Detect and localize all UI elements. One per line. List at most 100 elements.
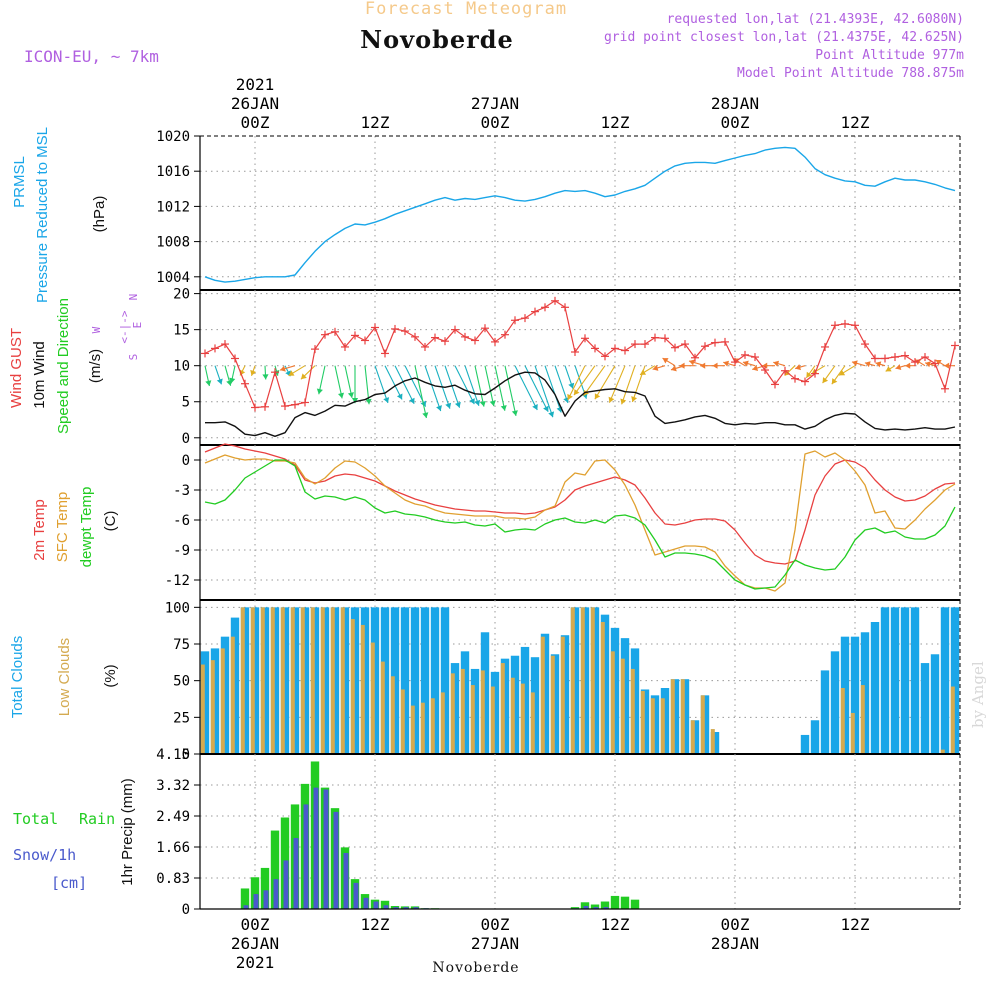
rain-bar bbox=[270, 830, 280, 909]
wind-direction-arrow bbox=[334, 365, 345, 399]
gust-marker bbox=[361, 336, 369, 345]
snow-bar bbox=[603, 907, 609, 909]
gust-marker bbox=[951, 341, 959, 350]
wind-direction-arrow bbox=[484, 365, 496, 407]
wind-arrow-head bbox=[568, 382, 575, 389]
wind-arrow-shaft bbox=[544, 365, 562, 413]
low-cloud-bar bbox=[530, 692, 535, 754]
total-cloud-bar bbox=[610, 627, 620, 754]
wind-direction-arrow bbox=[464, 365, 481, 406]
gust-marker bbox=[251, 403, 259, 412]
wind-arrow-head bbox=[548, 411, 555, 418]
gust-marker bbox=[701, 342, 709, 351]
y-tick-label: 15 bbox=[173, 323, 190, 339]
total-cloud-bar bbox=[350, 607, 360, 754]
wind-direction-arrow bbox=[762, 362, 775, 369]
gust-marker bbox=[221, 340, 229, 349]
wind-arrow-head bbox=[679, 362, 685, 369]
gust-marker bbox=[651, 333, 659, 342]
wind-arrow-head bbox=[396, 393, 403, 400]
wind-arrow-shaft bbox=[444, 365, 461, 408]
pressure-ylabel-desc: Pressure Reduced to MSL bbox=[34, 127, 51, 303]
wind-arrow-head bbox=[205, 380, 212, 386]
precip-ylabel: 1hr Precip (mm) bbox=[119, 778, 136, 886]
wind-arrow-head bbox=[752, 365, 759, 371]
forecast-title: Forecast Meteogram bbox=[365, 0, 567, 19]
total-cloud-bar bbox=[870, 622, 880, 754]
low-cloud-bar bbox=[290, 607, 295, 754]
gust-marker bbox=[811, 369, 819, 378]
total-cloud-bar bbox=[400, 607, 410, 754]
wind-arrow-shaft bbox=[474, 365, 485, 407]
snow-bar bbox=[313, 787, 319, 909]
temperature-panel: 2m Temp SFC Temp dewpt Temp (C) bbox=[31, 487, 119, 568]
wind-arrow-head bbox=[436, 405, 442, 412]
low-cloud-bar bbox=[580, 607, 585, 754]
gust-marker bbox=[411, 332, 419, 341]
rain-bar bbox=[590, 904, 600, 909]
low-cloud-bar bbox=[380, 661, 385, 754]
low-cloud-bar bbox=[250, 607, 255, 754]
gust-marker bbox=[911, 358, 919, 367]
wind-arrow-head bbox=[831, 378, 838, 385]
gust-marker bbox=[751, 353, 759, 362]
total-cloud-bar bbox=[650, 695, 660, 754]
wind-direction-arrow bbox=[229, 365, 236, 384]
low-cloud-bar bbox=[710, 729, 715, 754]
wind-arrow-head bbox=[316, 388, 323, 395]
total-cloud-bar bbox=[330, 607, 340, 754]
total-cloud-bar bbox=[570, 607, 580, 754]
low-cloud-bar bbox=[630, 668, 635, 754]
total-cloud-bar bbox=[240, 607, 250, 754]
low-cloud-bar bbox=[690, 720, 695, 754]
wind-direction-arrow bbox=[935, 359, 946, 367]
total-cloud-bar bbox=[520, 646, 530, 754]
wind-direction-arrow bbox=[838, 365, 856, 376]
rain-bar bbox=[260, 867, 270, 909]
wind-arrow-head bbox=[469, 398, 475, 405]
time-label: 00Z bbox=[721, 113, 750, 132]
snow-bar bbox=[403, 907, 409, 909]
gust-marker bbox=[471, 336, 479, 345]
wind-arrow-head bbox=[347, 392, 354, 398]
wind-ylabel-speed-dir: Speed and Direction bbox=[55, 298, 72, 434]
gust-marker bbox=[621, 346, 629, 355]
low-cloud-bar bbox=[220, 648, 225, 754]
wind-direction-arrow bbox=[316, 365, 326, 395]
time-label: 12Z bbox=[841, 915, 870, 934]
y-tick-label: 1008 bbox=[156, 235, 190, 251]
gust-marker bbox=[231, 354, 239, 363]
clouds-panel: Total Clouds Low Clouds (%) bbox=[9, 636, 119, 719]
total-cloud-bar bbox=[890, 607, 900, 754]
total-cloud-bar bbox=[830, 651, 840, 754]
wind-direction-arrow bbox=[895, 364, 906, 371]
wind-direction-arrow bbox=[805, 365, 816, 379]
wind-direction-arrow bbox=[214, 365, 223, 385]
gust-marker bbox=[261, 402, 269, 411]
wind-arrow-head bbox=[279, 365, 286, 372]
low-cloud-bar bbox=[270, 607, 275, 754]
wind-direction-arrow bbox=[262, 365, 269, 380]
y-tick-label: -9 bbox=[173, 543, 190, 559]
wind-arrow-shaft bbox=[573, 365, 596, 396]
gust-marker bbox=[741, 350, 749, 359]
gust-marker bbox=[531, 307, 539, 316]
gust-marker bbox=[211, 344, 219, 353]
time-label: 12Z bbox=[601, 113, 630, 132]
total-cloud-bar bbox=[310, 607, 320, 754]
total-cloud-bar bbox=[390, 607, 400, 754]
wind-arrow-head bbox=[640, 369, 647, 375]
y-tick-label: 4.15 bbox=[156, 747, 190, 763]
wind-arrow-shaft bbox=[494, 365, 506, 411]
gust-marker bbox=[271, 368, 279, 377]
wind-arrow-head bbox=[383, 397, 390, 403]
low-cloud-bar bbox=[460, 668, 465, 754]
snow-bar bbox=[253, 894, 259, 909]
wind-arrow-shaft bbox=[334, 365, 343, 399]
legend-total: Total bbox=[13, 810, 58, 828]
wind-direction-arrow bbox=[239, 365, 246, 376]
y-tick-label: 1012 bbox=[156, 199, 190, 215]
precip-panel: 1hr Precip (mm) Total Rain Snow/1h [cm] bbox=[13, 778, 136, 892]
low-cloud-bar bbox=[330, 607, 335, 754]
gust-marker bbox=[521, 314, 529, 323]
